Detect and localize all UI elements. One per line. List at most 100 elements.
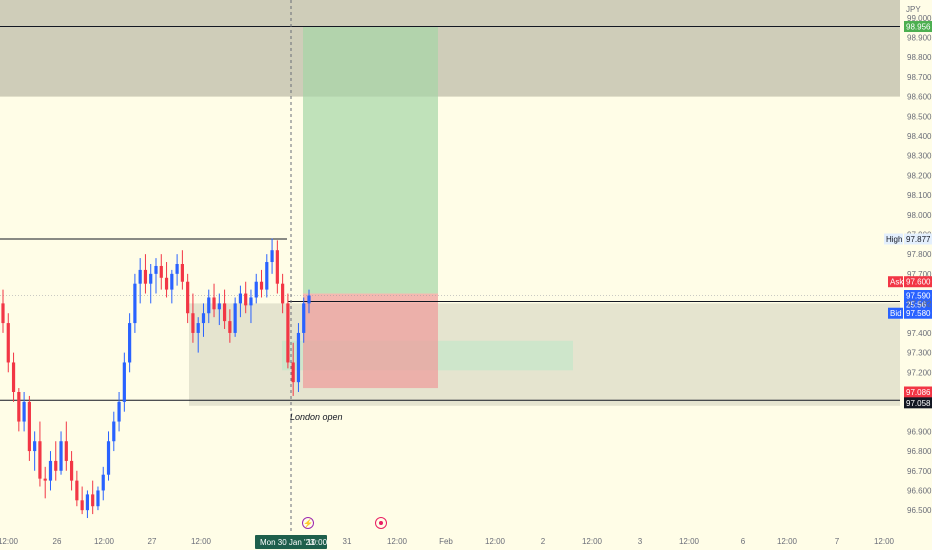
candle <box>11 352 16 402</box>
candle <box>43 466 47 499</box>
candle <box>122 352 126 412</box>
time-axis-bg <box>0 532 932 550</box>
candle <box>170 269 174 304</box>
time-tick-label: 7 <box>835 537 840 546</box>
candle <box>233 297 237 337</box>
candle <box>212 283 216 318</box>
economic-event-icon[interactable] <box>375 517 387 529</box>
candle-body <box>33 441 37 452</box>
time-tick-label: 6 <box>741 537 746 546</box>
candle <box>59 431 63 475</box>
stop-price-tag: 97.086 <box>906 388 931 397</box>
candle-body <box>17 392 21 422</box>
lightning-event-icon[interactable]: ⚡ <box>302 517 314 529</box>
candle-body <box>233 303 237 333</box>
candle <box>75 470 79 507</box>
currency-label: JPY <box>906 5 921 14</box>
crosshair-date-badge <box>255 535 327 549</box>
candle-body <box>222 303 227 322</box>
candle-body <box>91 494 95 507</box>
candle-body <box>296 332 301 383</box>
candle <box>296 323 301 392</box>
candle-body <box>64 441 68 461</box>
price-tick-label: 97.800 <box>907 250 932 259</box>
supply-zone[interactable] <box>0 0 900 97</box>
candle-body <box>307 295 311 304</box>
candle-body <box>228 321 232 333</box>
time-tick-label: 12:00 <box>387 537 408 546</box>
price-tick-label: 98.200 <box>907 171 932 180</box>
bid-label: Bid <box>890 309 902 318</box>
candle <box>154 258 158 294</box>
candle <box>138 258 142 304</box>
candle <box>302 297 306 343</box>
candle <box>38 421 42 487</box>
candle <box>101 466 105 501</box>
time-tick-label: 12:00 <box>679 537 700 546</box>
candle-body <box>249 297 253 306</box>
candle <box>270 238 274 274</box>
candle <box>307 289 311 314</box>
candle <box>128 313 132 373</box>
candle-body <box>265 262 269 290</box>
candle <box>291 342 295 396</box>
candle <box>238 285 243 318</box>
price-tick-label: 98.400 <box>907 132 932 141</box>
bid-value-tag: 97.580 <box>906 309 931 318</box>
high-label-bg <box>884 233 903 245</box>
stop-price-tag-bg <box>904 386 932 398</box>
time-tick-label: 12:00 <box>582 537 603 546</box>
candle-body <box>159 265 163 278</box>
candle-body <box>22 401 26 422</box>
time-tick-label: 26 <box>53 537 62 546</box>
time-tick-label: 27 <box>148 537 157 546</box>
candle-body <box>164 277 169 290</box>
candle-body <box>180 264 184 282</box>
candle-body <box>6 323 10 363</box>
time-tick-label: 12:00 <box>777 537 798 546</box>
candle-body <box>101 474 105 491</box>
candle-body <box>212 297 216 310</box>
candle-body <box>291 362 295 383</box>
high-label: High <box>886 235 902 244</box>
candle-body <box>69 460 74 481</box>
candle-body <box>54 460 58 471</box>
candle-body <box>302 303 306 333</box>
candle <box>143 254 148 294</box>
bid-value-bg <box>904 307 932 319</box>
candle-body <box>281 283 285 304</box>
candle <box>33 431 37 471</box>
price-tick-label: 98.700 <box>907 73 932 82</box>
time-tick-label: 12:00 <box>0 537 19 546</box>
candle <box>201 303 206 337</box>
candle-body <box>80 500 84 511</box>
price-tick-label: 97.300 <box>907 349 932 358</box>
candle-body <box>254 281 258 298</box>
candle-body <box>275 250 279 284</box>
target-zone[interactable] <box>303 26 438 294</box>
stop-zone[interactable] <box>303 293 438 389</box>
time-tick-label: 12:00 <box>874 537 895 546</box>
candle-body <box>128 323 132 363</box>
price-tick-label: 98.000 <box>907 211 932 220</box>
candle <box>228 309 232 343</box>
session-label: London open <box>290 412 343 422</box>
last-price-bg <box>904 290 932 311</box>
candle <box>159 254 163 290</box>
candle <box>54 441 58 481</box>
target-price-tag: 98.956 <box>906 23 931 32</box>
price-tick-label: 98.300 <box>907 152 932 161</box>
time-tick-label: 31 <box>343 537 352 546</box>
candle-body <box>149 273 153 284</box>
candle-body <box>154 265 158 274</box>
candle-body <box>106 441 111 475</box>
price-axis-bg <box>900 0 932 550</box>
candle-body <box>207 297 211 314</box>
candle-body <box>138 269 142 284</box>
candle-body <box>259 281 264 290</box>
price-tick-label: 97.700 <box>907 270 932 279</box>
candle <box>175 254 179 286</box>
candle <box>22 392 26 432</box>
